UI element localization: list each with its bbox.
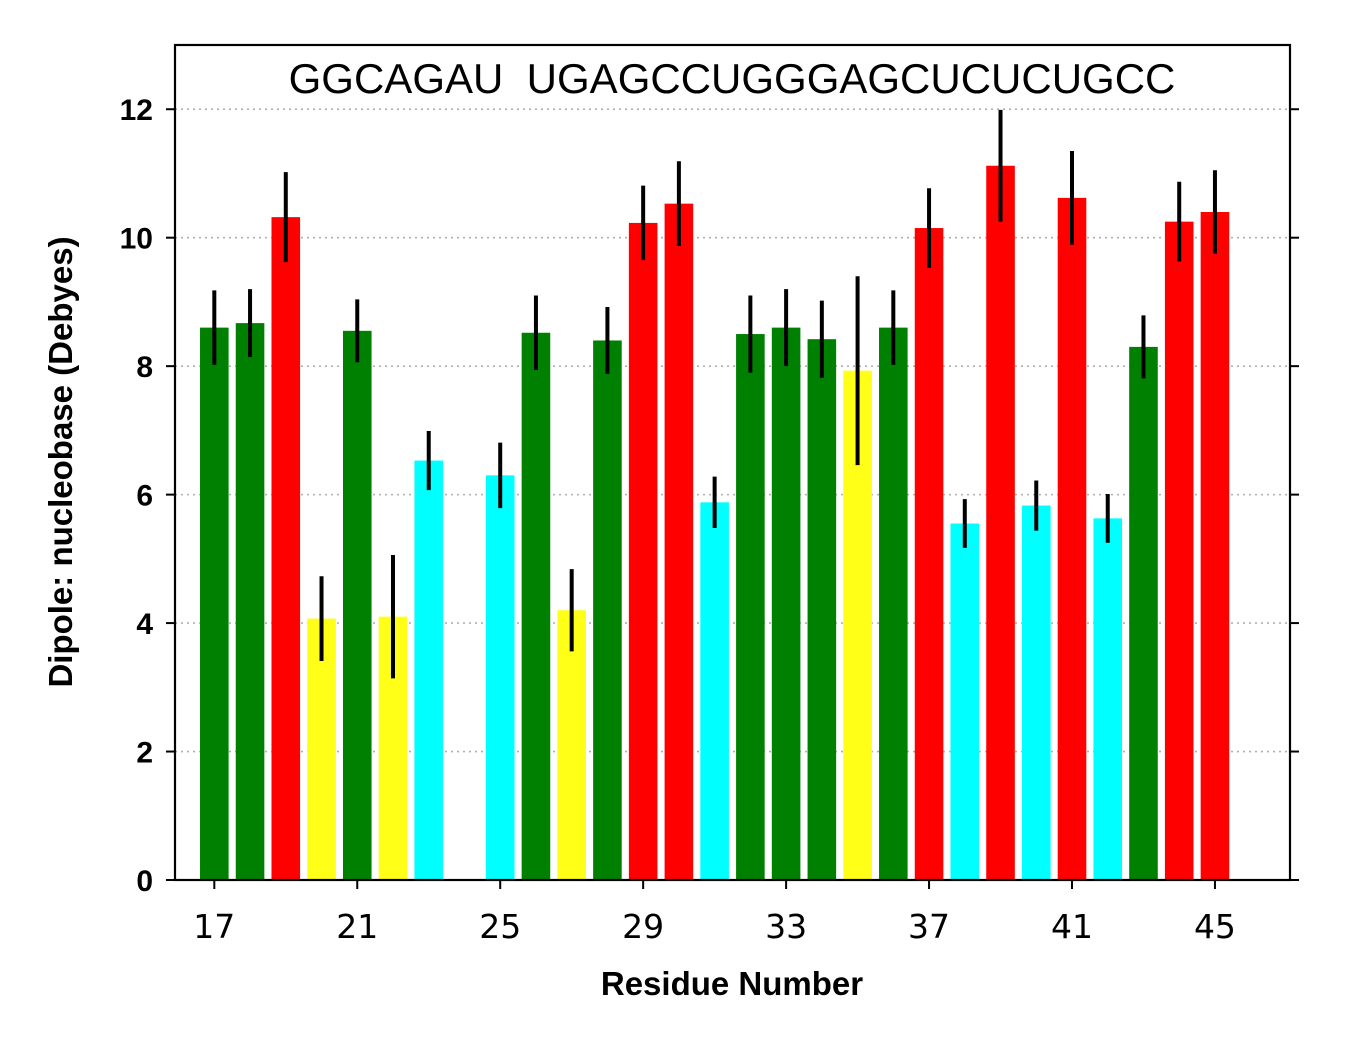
bar-residue-29 [628, 222, 658, 880]
bar-residue-37 [914, 228, 944, 881]
x-axis-label: Residue Number [601, 965, 863, 1002]
bar-residue-33 [771, 327, 801, 881]
x-tick-label: 21 [336, 907, 378, 946]
plot-frame [173, 43, 1292, 882]
bar-residue-23 [414, 460, 444, 880]
y-tick-label: 6 [136, 480, 153, 513]
x-tick-label: 33 [765, 907, 807, 946]
x-tick-label: 17 [193, 907, 235, 946]
bar-residue-41 [1057, 197, 1087, 880]
bar-residue-17 [200, 327, 229, 881]
bar-residue-25 [485, 475, 515, 880]
y-tick-label: 0 [136, 865, 153, 898]
bar-residue-18 [235, 323, 265, 880]
bar-residue-39 [986, 165, 1015, 880]
y-tick-label: 2 [136, 737, 153, 770]
x-tick-label: 45 [1194, 907, 1236, 946]
y-tick-label: 12 [120, 94, 153, 127]
y-tick-label: 8 [136, 351, 153, 384]
y-axis-label: Dipole: nucleobase (Debyes) [42, 236, 79, 687]
bar-residue-43 [1129, 346, 1158, 880]
bar-residue-27 [557, 610, 586, 880]
y-tick-label: 10 [120, 223, 153, 256]
x-tick-label: 37 [908, 907, 950, 946]
bar-residue-19 [271, 217, 301, 881]
grid-lines [175, 108, 1290, 753]
bar-residue-34 [807, 339, 837, 881]
x-tick-label: 25 [479, 907, 521, 946]
bar-residue-38 [950, 523, 980, 880]
bar-residue-42 [1093, 518, 1123, 880]
bar-residue-26 [521, 332, 551, 880]
bar-residue-45 [1200, 212, 1230, 880]
bar-residue-32 [736, 334, 765, 880]
axis-ticks: 0 2 4 6 8 10 12 17 21 25 29 33 37 41 45 [120, 94, 1299, 946]
bars [200, 165, 1230, 881]
bar-residue-28 [593, 340, 622, 880]
sequence-label: GGCAGAU UGAGCCUGGGAGCUCUCUGCC [289, 55, 1176, 102]
x-tick-label: 41 [1051, 907, 1093, 946]
bar-residue-31 [700, 502, 729, 880]
x-tick-label: 29 [622, 907, 664, 946]
bar-residue-21 [342, 330, 372, 881]
y-tick-label: 4 [136, 608, 153, 641]
bar-residue-40 [1021, 505, 1051, 880]
bar-residue-20 [307, 618, 336, 880]
bar-residue-44 [1164, 221, 1194, 880]
bar-residue-30 [664, 203, 694, 880]
bar-residue-36 [879, 327, 908, 881]
error-bars [212, 109, 1217, 679]
